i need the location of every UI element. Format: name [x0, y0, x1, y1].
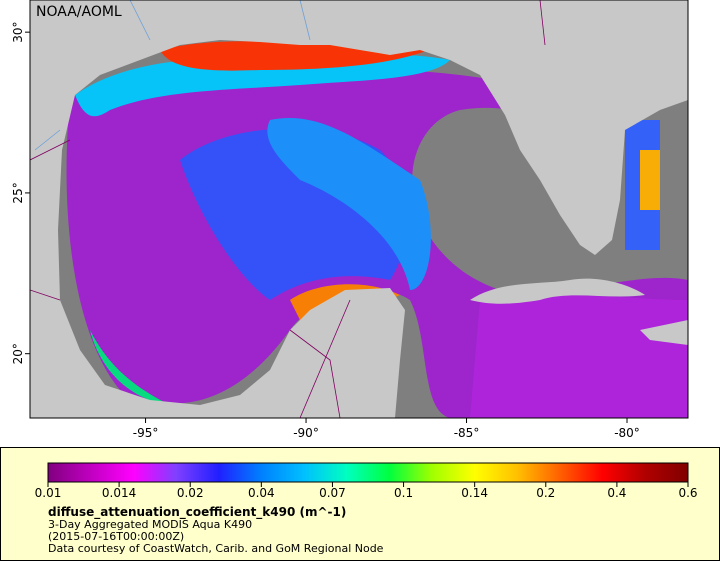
colorbar-tick-label: 0.6	[678, 486, 697, 500]
map-title: NOAA/AOML	[36, 4, 122, 20]
colorbar-tick-label: 0.01	[35, 486, 62, 500]
colorbar-tick-label: 0.14	[461, 486, 488, 500]
colorbar-tick-label: 0.04	[248, 486, 275, 500]
map	[30, 0, 688, 418]
variable-name: diffuse_attenuation_coefficient_k490 (m^…	[48, 505, 346, 520]
colorbar-tick-label: 0.014	[102, 486, 136, 500]
y-tick-label: 20°	[11, 343, 25, 364]
colorbar-tick-label: 0.02	[177, 486, 204, 500]
rivers	[34, 0, 311, 151]
x-tick-label: -90°	[293, 426, 319, 440]
colorbar	[47, 462, 689, 483]
map-frame	[29, 0, 689, 419]
x-tick-label: -85°	[454, 426, 480, 440]
y-tick-label: 30°	[11, 22, 25, 43]
x-tick-label: -80°	[614, 426, 640, 440]
colorbar-tick-label: 0.4	[607, 486, 626, 500]
x-tick-label: -95°	[133, 426, 159, 440]
colorbar-tick-label: 0.1	[394, 486, 413, 500]
land	[30, 0, 688, 418]
legend-line: 3-Day Aggregated MODIS Aqua K490	[48, 518, 252, 531]
legend-line: (2015-07-16T00:00:00Z)	[48, 530, 184, 543]
y-tick-label: 25°	[11, 182, 25, 203]
colorbar-tick-label: 0.07	[319, 486, 346, 500]
borders	[30, 0, 546, 418]
legend-line: Data courtesy of CoastWatch, Carib. and …	[48, 542, 384, 555]
colorbar-tick-label: 0.2	[536, 486, 555, 500]
